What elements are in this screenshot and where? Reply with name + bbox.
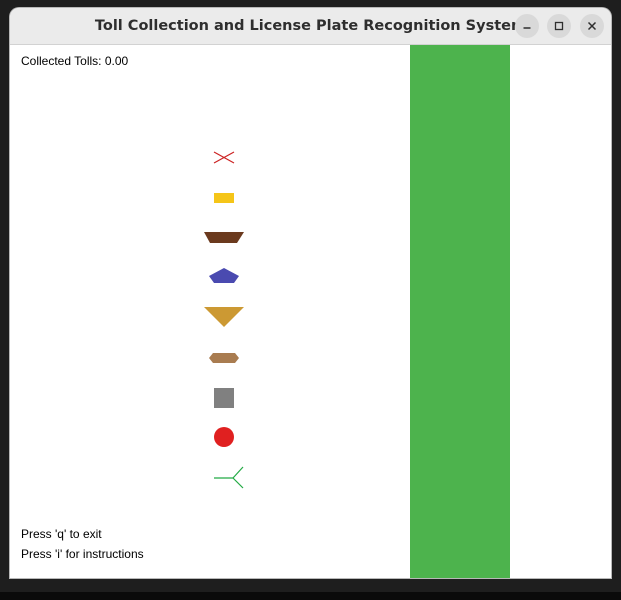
orange-triangle-icon xyxy=(204,307,244,327)
close-icon xyxy=(587,21,597,31)
minimize-button[interactable] xyxy=(515,14,539,38)
maximize-icon xyxy=(554,21,564,31)
gray-square-icon xyxy=(214,388,234,408)
red-cross-icon xyxy=(213,151,235,165)
toll-lane xyxy=(410,45,510,578)
window-title: Toll Collection and License Plate Recogn… xyxy=(94,18,527,34)
collected-tolls-label: Collected Tolls: 0.00 xyxy=(21,54,129,68)
red-circle-icon xyxy=(213,426,235,448)
yellow-rectangle-icon xyxy=(214,193,234,203)
desktop-bottom-edge xyxy=(0,592,621,600)
tan-hexagon-icon xyxy=(209,352,239,364)
blue-pentagon-icon xyxy=(209,268,239,284)
close-button[interactable] xyxy=(580,14,604,38)
app-window: Toll Collection and License Plate Recogn… xyxy=(10,8,611,578)
brown-trapezoid-icon xyxy=(204,232,244,244)
exit-hint: Press 'q' to exit xyxy=(21,527,102,541)
maximize-button[interactable] xyxy=(547,14,571,38)
title-bar[interactable]: Toll Collection and License Plate Recogn… xyxy=(10,8,611,45)
minimize-icon xyxy=(523,27,531,29)
green-fork-icon xyxy=(213,465,245,489)
instructions-hint: Press 'i' for instructions xyxy=(21,547,144,561)
game-canvas[interactable]: Collected Tolls: 0.00 xyxy=(10,45,611,578)
